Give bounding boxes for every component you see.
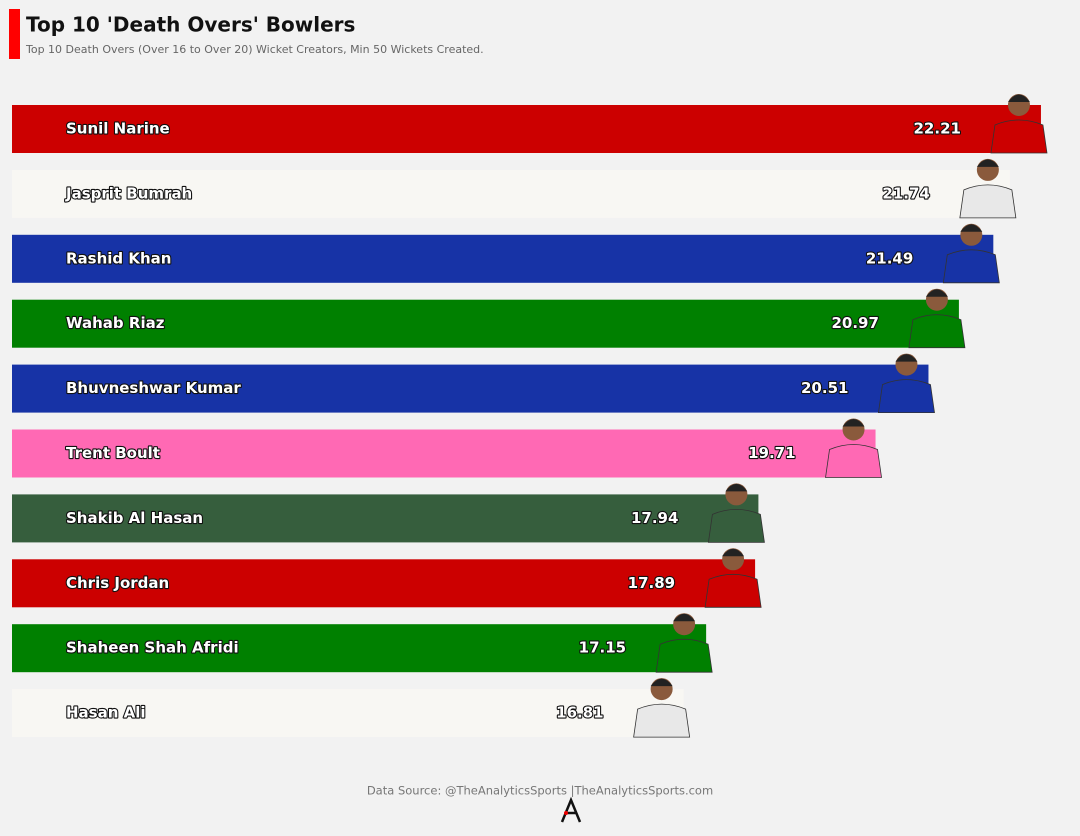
category-label: Hasan Ali (66, 704, 146, 722)
value-label: 20.97 (831, 314, 878, 332)
player-body (704, 573, 762, 608)
bar (12, 559, 756, 608)
player-hair (650, 678, 673, 687)
bar (12, 299, 959, 348)
value-label: 17.94 (631, 509, 678, 527)
player-body (655, 638, 713, 673)
category-label: Jasprit Bumrah (65, 184, 192, 202)
player-hair (673, 613, 696, 622)
player-hair (722, 548, 745, 557)
player-body (908, 314, 966, 349)
player-photo (942, 223, 1000, 284)
category-label: Shaheen Shah Afridi (66, 639, 239, 657)
player-hair (895, 354, 918, 362)
value-label: 22.21 (914, 120, 961, 138)
player-hair (960, 224, 983, 232)
value-label: 19.71 (748, 444, 795, 462)
bar (12, 364, 929, 413)
bar (12, 105, 1041, 153)
data-source: Data Source: @TheAnalyticsSports |TheAna… (367, 784, 713, 798)
player-photo (990, 94, 1048, 154)
value-label: 16.81 (556, 704, 603, 722)
bar (12, 234, 994, 283)
value-label: 17.15 (579, 639, 626, 657)
player-hair (725, 483, 748, 492)
value-label: 21.49 (866, 249, 913, 267)
category-label: Bhuvneshwar Kumar (66, 379, 241, 397)
logo (560, 796, 582, 823)
bar (12, 429, 876, 478)
bar (12, 494, 759, 543)
category-label: Rashid Khan (66, 249, 171, 267)
player-photo (704, 548, 762, 608)
player-body (825, 444, 882, 478)
player-photo (959, 158, 1017, 219)
player-photo (655, 613, 713, 673)
value-label: 20.51 (801, 379, 848, 397)
player-hair (925, 289, 948, 297)
player-hair (842, 419, 865, 427)
category-label: Sunil Narine (66, 120, 170, 138)
player-photo (908, 288, 966, 349)
title-accent (9, 9, 20, 59)
player-hair (1007, 94, 1030, 102)
player-photo (825, 418, 882, 478)
player-body (942, 249, 1000, 284)
player-photo (878, 353, 935, 413)
bar (12, 624, 707, 673)
value-label: 17.89 (628, 574, 675, 592)
category-label: Shakib Al Hasan (66, 509, 203, 527)
chart-title: Top 10 'Death Overs' Bowlers (26, 13, 355, 37)
bar (12, 169, 1010, 218)
player-body (633, 703, 691, 738)
category-label: Trent Boult (66, 444, 160, 462)
player-body (990, 119, 1048, 154)
player-body (707, 509, 765, 543)
player-body (878, 379, 935, 413)
category-label: Chris Jordan (66, 574, 169, 592)
bars: Sunil Narine 22.21 Jasprit Bumrah 21.74 Rash… (12, 94, 1048, 738)
bar (12, 689, 684, 738)
player-photo (707, 483, 765, 543)
player-photo (633, 678, 691, 738)
value-label: 21.74 (882, 184, 929, 202)
player-hair (976, 159, 999, 167)
player-body (959, 184, 1017, 219)
chart-subtitle: Top 10 Death Overs (Over 16 to Over 20) … (25, 43, 484, 56)
category-label: Wahab Riaz (66, 314, 165, 332)
